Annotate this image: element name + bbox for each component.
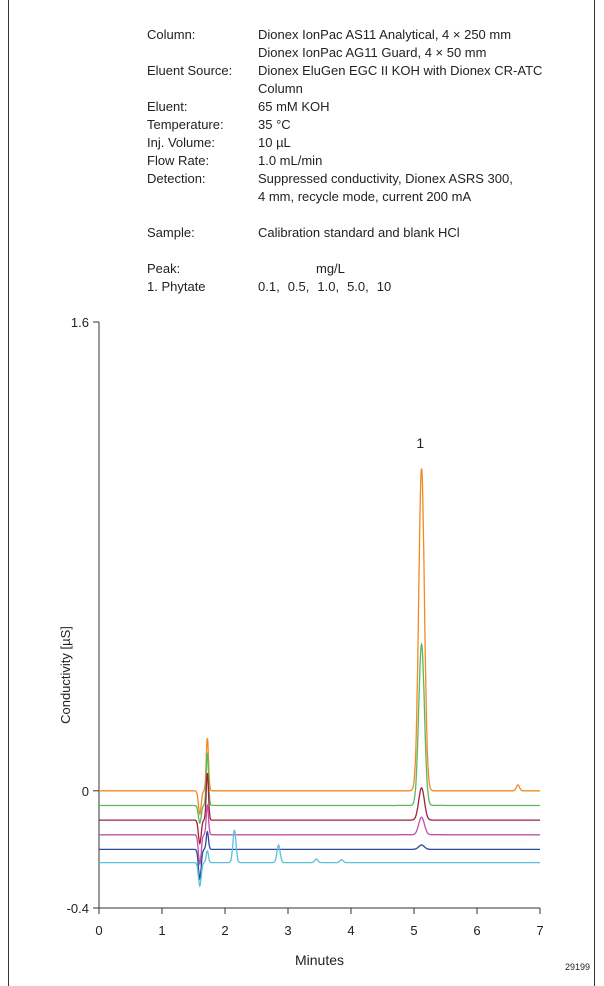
condition-row: Dionex IonPac AG11 Guard, 4 × 50 mm bbox=[147, 44, 587, 62]
condition-row: Detection: Suppressed conductivity, Dione… bbox=[147, 170, 587, 188]
y-tick-label: 0 bbox=[82, 784, 89, 799]
trace-line bbox=[99, 642, 540, 825]
condition-label: Column: bbox=[147, 27, 196, 42]
peak-concentration: 1.0, bbox=[317, 279, 340, 294]
condition-value: Dionex EluGen EGC II KOH with Dionex CR-… bbox=[258, 63, 543, 96]
condition-label: Eluent Source: bbox=[147, 63, 233, 78]
condition-label: Detection: bbox=[147, 171, 206, 186]
y-tick-label: -0.4 bbox=[67, 901, 89, 916]
condition-value: Dionex IonPac AG11 Guard, 4 × 50 mm bbox=[258, 45, 487, 60]
trace-line bbox=[99, 830, 540, 881]
peak-label-1: 1 bbox=[416, 435, 424, 451]
condition-value: 65 mM KOH bbox=[258, 99, 330, 114]
peak-concentration: 5.0, bbox=[347, 279, 369, 294]
peak-label: Peak: bbox=[147, 261, 181, 276]
condition-row: Inj. Volume: 10 µL bbox=[147, 134, 587, 152]
condition-value: 35 °C bbox=[258, 117, 291, 132]
y-tick-label: 1.6 bbox=[71, 315, 89, 330]
condition-row: Flow Rate: 1.0 mL/min bbox=[147, 152, 587, 170]
trace-line bbox=[99, 829, 540, 888]
x-tick-label: 4 bbox=[347, 923, 354, 938]
condition-value: Suppressed conductivity, Dionex ASRS 300… bbox=[258, 171, 513, 186]
x-tick-label: 1 bbox=[158, 923, 165, 938]
trace-line bbox=[99, 773, 540, 845]
peak-concentration: 10 bbox=[376, 279, 392, 294]
peak-concentrations: 0.1, 0.5, 1.0, 5.0, 10 bbox=[258, 278, 587, 296]
x-axis-label: Minutes bbox=[295, 952, 344, 968]
x-tick-label: 5 bbox=[410, 923, 417, 938]
condition-value: 10 µL bbox=[258, 135, 291, 150]
condition-row: Temperature: 35 °C bbox=[147, 116, 587, 134]
peak-row: 1. Phytate 0.1, 0.5, 1.0, 5.0, 10 bbox=[147, 278, 587, 296]
chromatography-conditions: Column: Dionex IonPac AS11 Analytical, 4 … bbox=[147, 26, 587, 296]
peak-unit: mg/L bbox=[316, 261, 345, 276]
peak-concentration: 0.5, bbox=[287, 279, 310, 294]
x-tick-label: 7 bbox=[536, 923, 543, 938]
x-tick-label: 6 bbox=[473, 923, 480, 938]
x-tick-label: 3 bbox=[284, 923, 291, 938]
peak-concentration: 0.1, bbox=[258, 279, 280, 294]
trace-line bbox=[99, 803, 540, 866]
figure-frame bbox=[8, 0, 595, 986]
condition-row: Eluent Source: Dionex EluGen EGC II KOH w… bbox=[147, 62, 587, 98]
x-tick-label: 2 bbox=[221, 923, 228, 938]
condition-label: Flow Rate: bbox=[147, 153, 210, 168]
condition-row: Column: Dionex IonPac AS11 Analytical, 4 … bbox=[147, 26, 587, 44]
condition-label: Eluent: bbox=[147, 99, 188, 114]
condition-label: Inj. Volume: bbox=[147, 135, 215, 150]
condition-row: Eluent: 65 mM KOH bbox=[147, 98, 587, 116]
condition-row: 4 mm, recycle mode, current 200 mA bbox=[147, 188, 587, 206]
trace-line bbox=[99, 468, 540, 816]
condition-value: 1.0 mL/min bbox=[258, 153, 323, 168]
sample-label: Sample: bbox=[147, 225, 195, 240]
figure-id: 29199 bbox=[565, 962, 591, 972]
x-tick-label: 0 bbox=[95, 923, 102, 938]
condition-label: Temperature: bbox=[147, 117, 224, 132]
condition-value: 4 mm, recycle mode, current 200 mA bbox=[258, 189, 472, 204]
condition-value: Dionex IonPac AS11 Analytical, 4 × 250 m… bbox=[258, 27, 512, 42]
y-axis-label: Conductivity [µS] bbox=[58, 626, 73, 724]
peak-header-row: Peak: mg/L bbox=[147, 260, 587, 278]
sample-row: Sample: Calibration standard and blank HC… bbox=[147, 224, 587, 242]
sample-value: Calibration standard and blank HCl bbox=[258, 225, 460, 240]
peak-name: 1. Phytate bbox=[147, 279, 206, 294]
